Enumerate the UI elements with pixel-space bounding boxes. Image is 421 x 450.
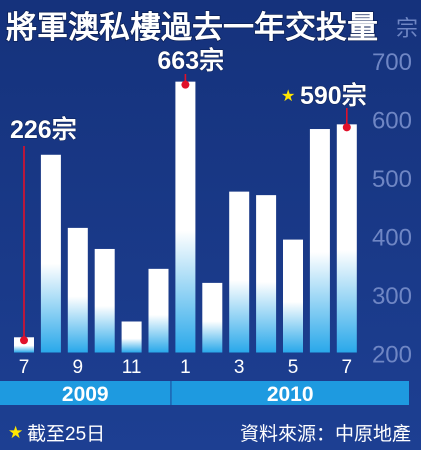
bar [229,191,250,353]
data-label: 590宗 [300,81,367,110]
x-tick-label: 3 [234,357,245,378]
x-tick-label: 1 [180,357,191,378]
callout-dot [342,123,351,132]
year-label: 2009 [62,383,109,406]
y-tick-label: 400 [372,225,412,252]
y-tick-label: 600 [372,108,412,135]
year-label: 2010 [267,383,314,406]
bar [336,124,357,353]
bar [121,321,142,353]
data-label: 663宗 [157,46,224,75]
footnote-star-icon: ★ [8,423,23,443]
callout-dot [20,336,28,345]
bar [14,337,34,353]
data-label: 226宗 [10,115,77,144]
x-tick-label: 7 [342,357,353,378]
bar [148,268,169,353]
bar [283,239,303,353]
y-tick-label: 300 [372,283,412,310]
bar [309,129,330,353]
x-tick-label: 5 [288,357,299,378]
bar [256,195,277,353]
source: 資料來源：中原地產 [240,423,411,445]
bar [67,227,88,353]
bars [14,81,357,353]
callout-dot [181,80,190,89]
callouts: 226宗 663宗 ★ 590宗 [10,46,367,345]
y-tick-label: 500 [372,166,412,193]
year-band [171,381,409,405]
footnote: 截至25日 [27,423,105,445]
year-bands: 2009 2010 [0,381,409,406]
x-tick-label: 9 [73,357,84,378]
x-tick-label: 11 [122,357,142,378]
star-icon: ★ [281,86,295,105]
x-tick-label: 7 [19,357,30,378]
y-tick-label: 700 [372,49,412,76]
y-axis-unit: 宗 [396,16,418,41]
chart-title: 將軍澳私樓過去一年交投量 [6,10,378,45]
bar [175,81,196,353]
bar [94,248,115,353]
y-axis: 200 300 400 500 600 700 [372,49,412,369]
x-axis: 7 9 11 1 3 5 7 [19,357,352,378]
year-band [0,381,171,405]
y-tick-label: 200 [372,342,412,369]
bar [40,154,61,353]
bar [202,282,223,353]
